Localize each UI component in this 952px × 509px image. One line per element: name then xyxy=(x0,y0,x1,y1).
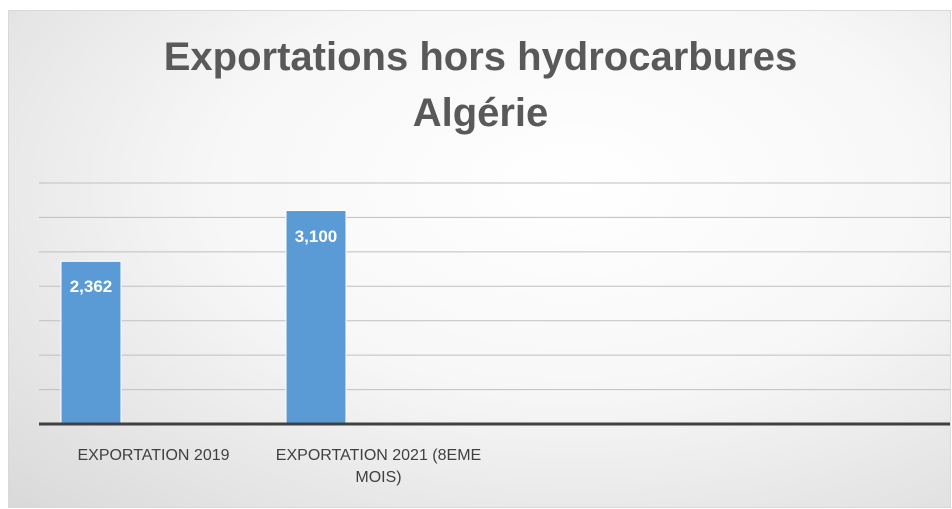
x-tick-label: EXPORTATION 2019 xyxy=(77,447,230,464)
chart-title-box: Exportations hors hydrocarbures Algérie xyxy=(9,29,950,141)
plot xyxy=(39,182,950,426)
data-label: 2,362 xyxy=(69,277,113,297)
bar xyxy=(285,210,347,425)
chart: Exportations hors hydrocarbures Algérie … xyxy=(8,10,951,508)
bar xyxy=(60,260,122,425)
chart-title: Exportations hors hydrocarbures Algérie xyxy=(163,35,798,135)
data-label: 3,100 xyxy=(294,226,338,246)
x-tick-label: EXPORTATION 2021 (8EME MOIS) xyxy=(275,447,482,486)
